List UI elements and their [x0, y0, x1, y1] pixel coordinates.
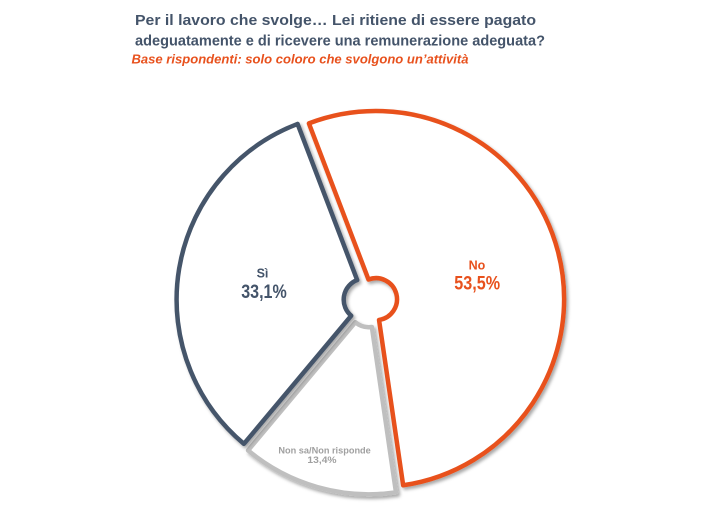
svg-text:Sì: Sì	[257, 267, 269, 281]
svg-text:Per il lavoro che svolge… Lei: Per il lavoro che svolge… Lei ritiene di…	[135, 13, 536, 29]
svg-text:13,4%: 13,4%	[307, 455, 337, 466]
svg-text:adeguatamente e di ricevere un: adeguatamente e di ricevere una remunera…	[135, 34, 545, 50]
svg-text:No: No	[469, 258, 486, 272]
svg-text:Non sa/Non risponde: Non sa/Non risponde	[278, 445, 370, 455]
svg-text:33,1%: 33,1%	[241, 282, 287, 303]
svg-text:53,5%: 53,5%	[454, 274, 500, 295]
svg-text:Base rispondenti: solo coloro: Base rispondenti: solo coloro che svolgo…	[132, 51, 469, 66]
